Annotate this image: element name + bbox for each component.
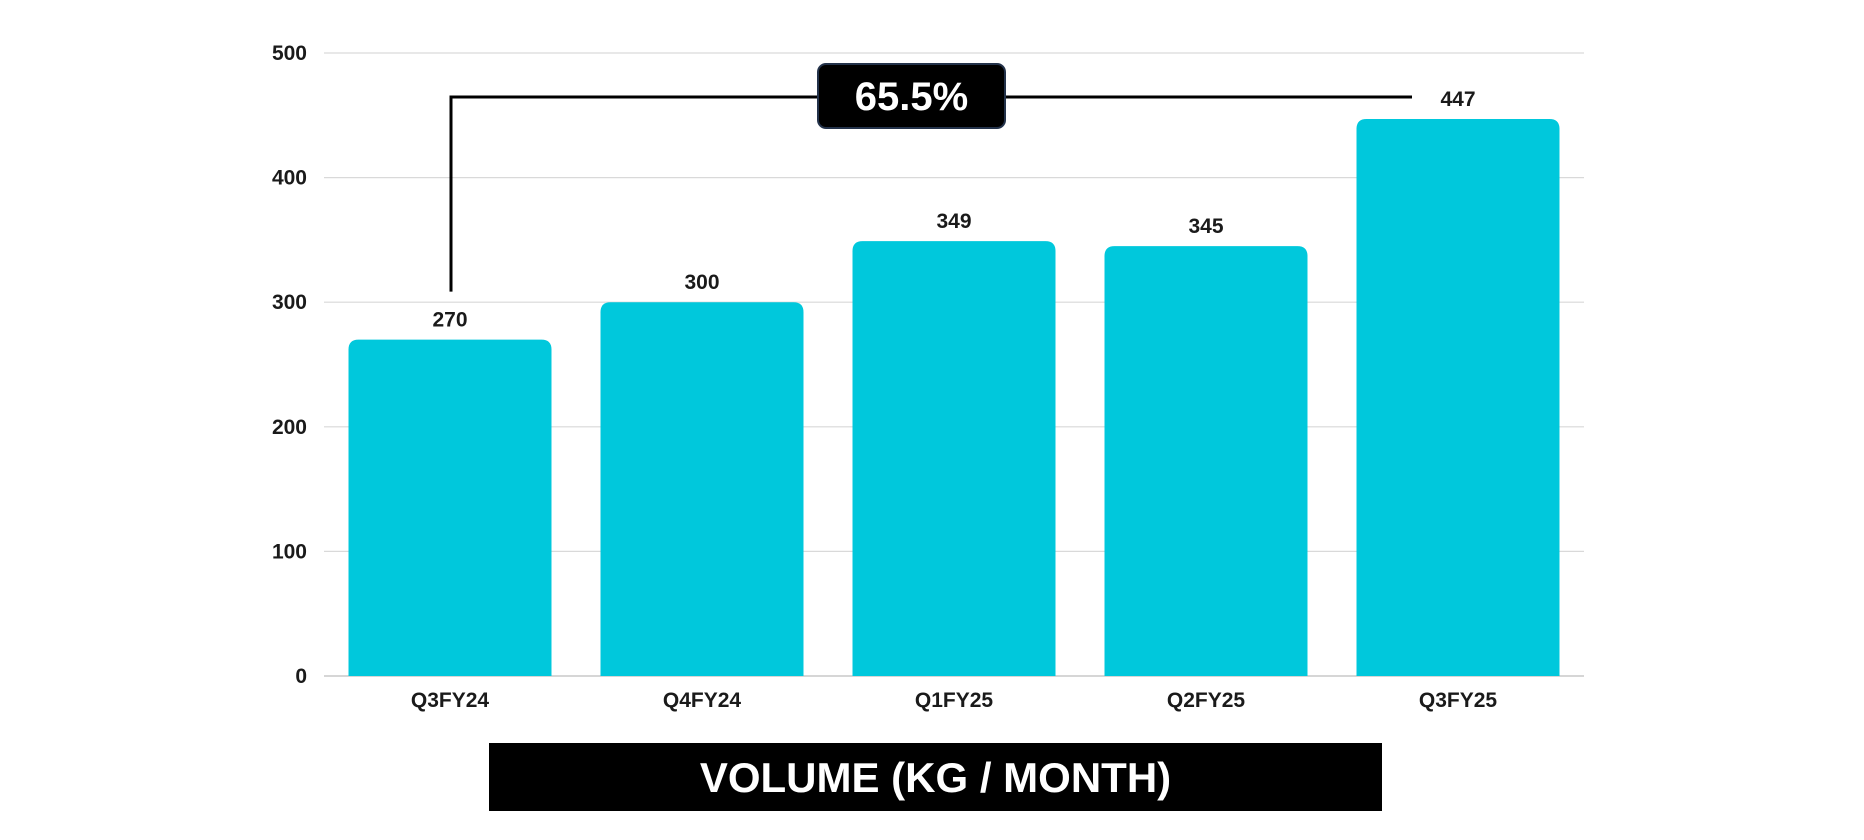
data-labels: 270 300 349 345 447 bbox=[432, 88, 1475, 332]
bar-Q3FY24 bbox=[348, 339, 552, 676]
data-label: 270 bbox=[432, 309, 467, 332]
growth-callout-box bbox=[817, 63, 1006, 129]
y-tick-label: 300 bbox=[272, 291, 307, 314]
data-label: 349 bbox=[936, 210, 971, 233]
y-tick-label: 400 bbox=[272, 167, 307, 190]
data-label: 300 bbox=[684, 271, 719, 294]
bar-Q4FY24 bbox=[600, 302, 804, 676]
x-category-label: Q3FY25 bbox=[1419, 689, 1498, 712]
bar-Q1FY25 bbox=[852, 241, 1056, 676]
y-tick-label: 100 bbox=[272, 540, 307, 563]
bar-Q2FY25 bbox=[1104, 246, 1308, 676]
data-label: 345 bbox=[1188, 215, 1223, 238]
growth-percentage: 65.5% bbox=[855, 75, 968, 119]
chart-title: VOLUME (KG / MONTH) bbox=[700, 754, 1171, 801]
chart-title-banner: VOLUME (KG / MONTH) bbox=[489, 743, 1382, 811]
title-banner-bg bbox=[489, 743, 1382, 811]
y-tick-label: 500 bbox=[272, 42, 307, 65]
growth-annotation: 65.5% bbox=[449, 63, 1412, 292]
x-category-label: Q4FY24 bbox=[663, 689, 742, 712]
x-axis-categories: Q3FY24 Q4FY24 Q1FY25 Q2FY25 Q3FY25 bbox=[411, 689, 1498, 712]
y-axis-ticks: 0 100 200 300 400 500 bbox=[272, 42, 307, 688]
growth-connector-line bbox=[449, 95, 1412, 292]
y-tick-label: 0 bbox=[295, 665, 307, 688]
y-tick-label: 200 bbox=[272, 416, 307, 439]
x-category-label: Q2FY25 bbox=[1167, 689, 1246, 712]
bar-Q3FY25 bbox=[1356, 119, 1560, 676]
bars bbox=[348, 119, 1560, 676]
data-label: 447 bbox=[1440, 88, 1475, 111]
x-category-label: Q1FY25 bbox=[915, 689, 994, 712]
x-category-label: Q3FY24 bbox=[411, 689, 490, 712]
